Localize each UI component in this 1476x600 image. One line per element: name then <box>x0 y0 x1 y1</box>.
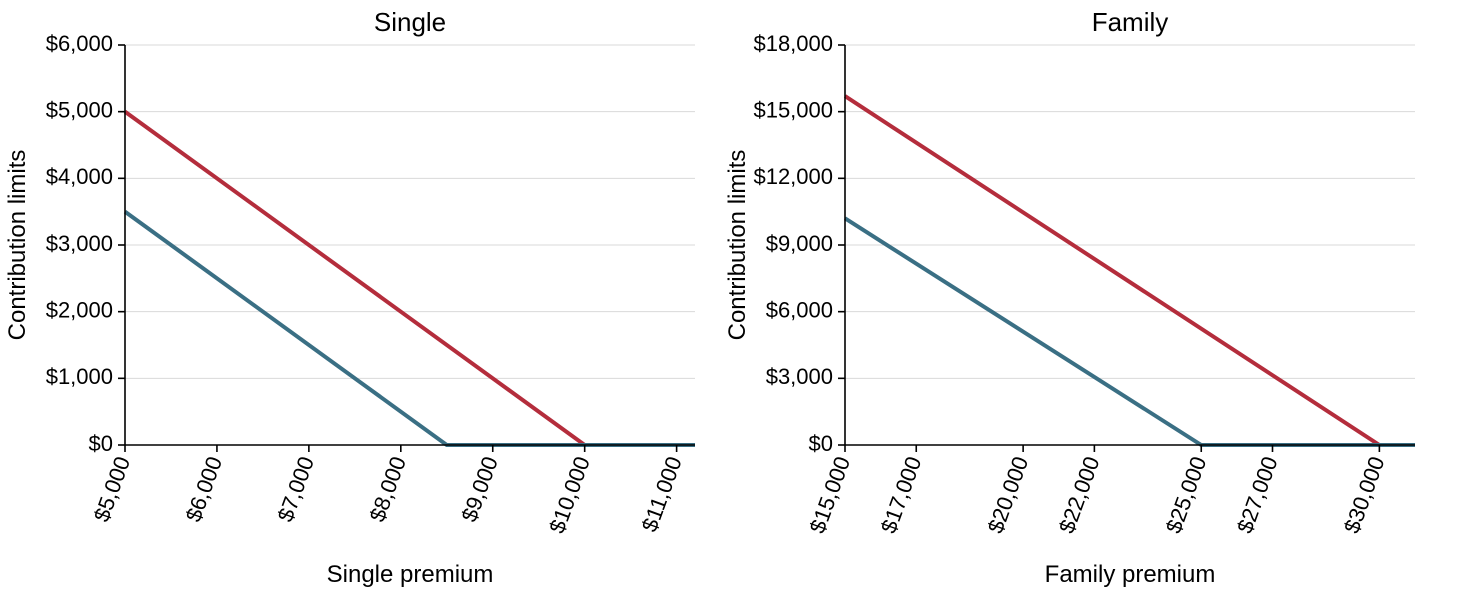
y-tick-label: $0 <box>809 431 833 456</box>
contribution-limits-chart: $0 $1,000 $2,000 $3,000 $4,000 $5,000 $6,000 $5… <box>0 0 1476 600</box>
y-tick-label: $9,000 <box>766 231 833 256</box>
y-axis-label: Contribution limits <box>724 150 751 341</box>
panel-single: $0 $1,000 $2,000 $3,000 $4,000 $5,000 $6,000 $5… <box>4 7 695 588</box>
x-tick-label: $25,000 <box>1161 453 1212 536</box>
x-axis-label: Family premium <box>1045 561 1216 588</box>
y-tick-label: $18,000 <box>753 31 833 56</box>
x-tick-label: $7,000 <box>273 453 320 525</box>
y-tick-label: $15,000 <box>753 97 833 122</box>
y-axis-label: Contribution limits <box>4 150 31 341</box>
x-axis-label: Single premium <box>327 561 494 588</box>
y-tick-label: $5,000 <box>46 97 113 122</box>
y-tick-label: $3,000 <box>46 231 113 256</box>
x-tick-label: $15,000 <box>804 453 855 536</box>
series-single-upper <box>125 112 695 445</box>
x-tick-label: $30,000 <box>1339 453 1390 536</box>
y-tick-label: $3,000 <box>766 364 833 389</box>
x-tick-label: $11,000 <box>637 453 687 535</box>
x-tick-label: $6,000 <box>181 453 228 525</box>
x-tick-label: $5,000 <box>89 453 136 525</box>
y-tick-label: $1,000 <box>46 364 113 389</box>
y-tick-label: $4,000 <box>46 164 113 189</box>
y-tick-label: $12,000 <box>753 164 833 189</box>
x-tick-label: $27,000 <box>1232 453 1283 536</box>
x-tick-label: $20,000 <box>983 453 1034 536</box>
panel-title: Family <box>1092 7 1169 37</box>
y-tick-label: $0 <box>89 431 113 456</box>
x-tick-label: $8,000 <box>364 453 411 525</box>
panel-title: Single <box>374 7 446 37</box>
figure-container: $0 $1,000 $2,000 $3,000 $4,000 $5,000 $6,000 $5… <box>0 0 1476 600</box>
series-single-lower <box>125 212 695 445</box>
y-tick-label: $2,000 <box>46 297 113 322</box>
panel-family: $0 $3,000 $6,000 $9,000 $12,000 $15,000 $18,00… <box>724 7 1415 588</box>
x-tick-label: $17,000 <box>876 453 927 536</box>
x-tick-label: $22,000 <box>1054 453 1105 536</box>
x-tick-label: $9,000 <box>456 453 503 525</box>
x-tick-label: $10,000 <box>544 453 595 536</box>
y-tick-label: $6,000 <box>766 297 833 322</box>
y-tick-label: $6,000 <box>46 31 113 56</box>
